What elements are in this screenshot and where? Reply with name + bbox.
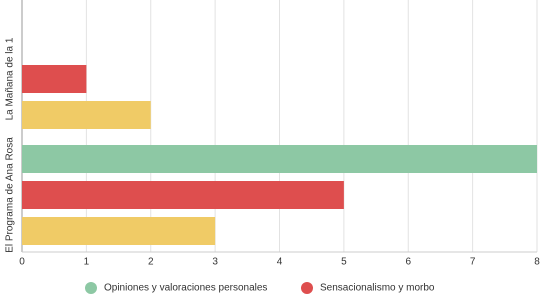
x-tick-label: 1 [84,257,90,268]
y-tick-label: El Programa de Ana Rosa [5,137,16,253]
x-tick-label: 8 [534,257,540,268]
y-tick-label: La Mañana de la 1 [5,37,16,120]
bar [22,145,537,173]
legend-label: Opiniones y valoraciones personales [104,283,267,294]
x-tick-label: 3 [212,257,218,268]
x-tick-label: 2 [148,257,154,268]
x-tick-label: 7 [470,257,476,268]
bar [22,181,344,209]
legend-marker [85,282,97,294]
legend-label: Sensacionalismo y morbo [320,283,435,294]
x-tick-label: 5 [341,257,347,268]
bar [22,101,151,129]
legend-marker [301,282,313,294]
x-tick-label: 6 [405,257,411,268]
bar [22,217,216,245]
bar [22,65,87,93]
x-tick-label: 4 [277,257,283,268]
x-tick-label: 0 [19,257,25,268]
